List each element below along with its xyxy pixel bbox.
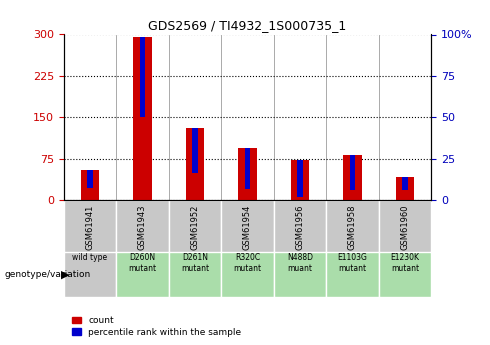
Text: GSM61956: GSM61956 bbox=[295, 204, 304, 250]
FancyBboxPatch shape bbox=[64, 252, 116, 297]
Bar bbox=[133, 37, 151, 200]
Bar bbox=[238, 148, 257, 200]
Text: D260N
mutant: D260N mutant bbox=[128, 253, 156, 273]
FancyBboxPatch shape bbox=[116, 252, 169, 297]
Text: GSM61958: GSM61958 bbox=[348, 204, 357, 250]
Bar bbox=[350, 155, 355, 190]
FancyBboxPatch shape bbox=[64, 200, 116, 252]
FancyBboxPatch shape bbox=[116, 200, 169, 252]
FancyBboxPatch shape bbox=[274, 200, 326, 252]
Bar bbox=[87, 170, 93, 188]
Text: ▶: ▶ bbox=[61, 269, 70, 279]
Bar bbox=[81, 170, 99, 200]
Text: GSM61954: GSM61954 bbox=[243, 204, 252, 250]
FancyBboxPatch shape bbox=[326, 200, 379, 252]
Text: E1103G
mutant: E1103G mutant bbox=[338, 253, 368, 273]
Text: D261N
mutant: D261N mutant bbox=[181, 253, 209, 273]
Bar bbox=[291, 160, 309, 200]
Bar bbox=[343, 155, 362, 200]
Legend: count, percentile rank within the sample: count, percentile rank within the sample bbox=[68, 313, 245, 341]
Text: wild type: wild type bbox=[73, 253, 107, 262]
Text: N488D
muant: N488D muant bbox=[287, 253, 313, 273]
FancyBboxPatch shape bbox=[169, 252, 221, 297]
Text: genotype/variation: genotype/variation bbox=[5, 270, 91, 279]
Bar bbox=[402, 177, 408, 190]
Text: GSM61952: GSM61952 bbox=[191, 204, 199, 250]
FancyBboxPatch shape bbox=[221, 200, 274, 252]
FancyBboxPatch shape bbox=[169, 200, 221, 252]
Bar bbox=[186, 128, 204, 200]
FancyBboxPatch shape bbox=[379, 200, 431, 252]
Text: R320C
mutant: R320C mutant bbox=[233, 253, 262, 273]
Text: GSM61960: GSM61960 bbox=[400, 204, 410, 250]
Bar bbox=[396, 177, 414, 200]
Bar bbox=[245, 148, 250, 189]
FancyBboxPatch shape bbox=[221, 252, 274, 297]
FancyBboxPatch shape bbox=[274, 252, 326, 297]
FancyBboxPatch shape bbox=[379, 252, 431, 297]
Text: E1230K
mutant: E1230K mutant bbox=[391, 253, 419, 273]
Bar bbox=[297, 160, 303, 197]
Bar bbox=[193, 128, 197, 173]
FancyBboxPatch shape bbox=[326, 252, 379, 297]
Text: GSM61941: GSM61941 bbox=[85, 204, 95, 250]
Text: GSM61943: GSM61943 bbox=[138, 204, 147, 250]
Title: GDS2569 / TI4932_1S000735_1: GDS2569 / TI4932_1S000735_1 bbox=[148, 19, 346, 32]
Bar bbox=[140, 37, 145, 117]
